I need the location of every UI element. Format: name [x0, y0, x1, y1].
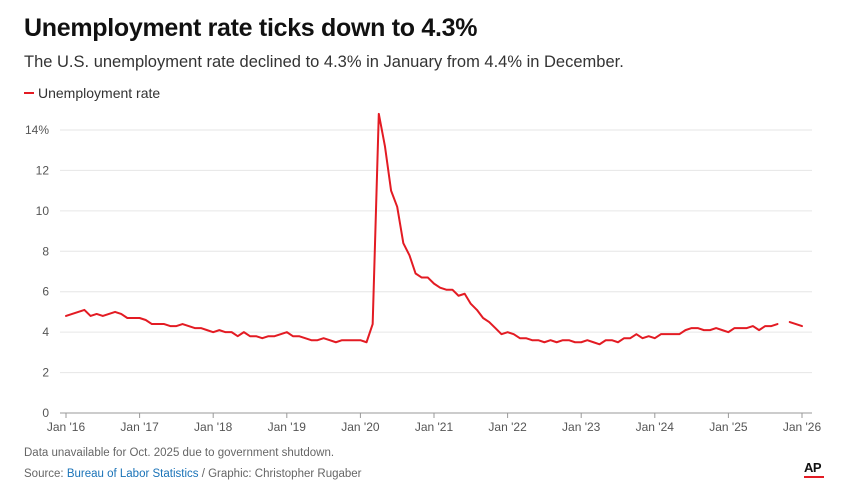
legend: Unemployment rate	[24, 85, 160, 101]
x-tick-label: Jan '18	[194, 420, 233, 434]
y-tick-label: 14%	[25, 123, 49, 137]
legend-label: Unemployment rate	[38, 85, 161, 101]
y-tick-label: 6	[42, 285, 49, 299]
x-tick-label: Jan '26	[783, 420, 822, 434]
x-tick-label: Jan '20	[341, 420, 380, 434]
unemployment-rate-line	[65, 112, 779, 346]
chart-note: Data unavailable for Oct. 2025 due to go…	[24, 447, 335, 459]
chart-title: Unemployment rate ticks down to 4.3%	[24, 14, 478, 42]
x-tick-label: Jan '23	[562, 420, 601, 434]
source-line: Source: Bureau of Labor Statistics / Gra…	[24, 468, 362, 480]
x-tick-label: Jan '19	[268, 420, 307, 434]
y-tick-label: 8	[42, 244, 49, 258]
source-suffix: / Graphic: Christopher Rugaber	[198, 468, 362, 480]
x-tick-label: Jan '22	[488, 420, 527, 434]
ap-logo-bar	[804, 476, 824, 478]
y-tick-label: 4	[42, 325, 49, 339]
source-prefix: Source:	[24, 468, 67, 480]
ap-logo: AP	[804, 460, 826, 478]
y-tick-label: 12	[36, 163, 50, 177]
x-tick-label: Jan '24	[636, 420, 675, 434]
source-link[interactable]: Bureau of Labor Statistics	[66, 468, 199, 480]
y-tick-label: 0	[42, 406, 49, 420]
x-tick-label: Jan '16	[47, 420, 86, 434]
y-tick-label: 10	[36, 204, 50, 218]
x-tick-label: Jan '21	[415, 420, 454, 434]
legend-line-swatch	[24, 92, 34, 94]
x-tick-label: Jan '25	[709, 420, 748, 434]
x-tick-label: Jan '17	[120, 420, 159, 434]
unemployment-rate-line	[788, 321, 803, 328]
chart-subtitle: The U.S. unemployment rate declined to 4…	[24, 53, 624, 71]
ap-logo-text: AP	[804, 460, 822, 475]
y-tick-label: 2	[42, 366, 49, 380]
